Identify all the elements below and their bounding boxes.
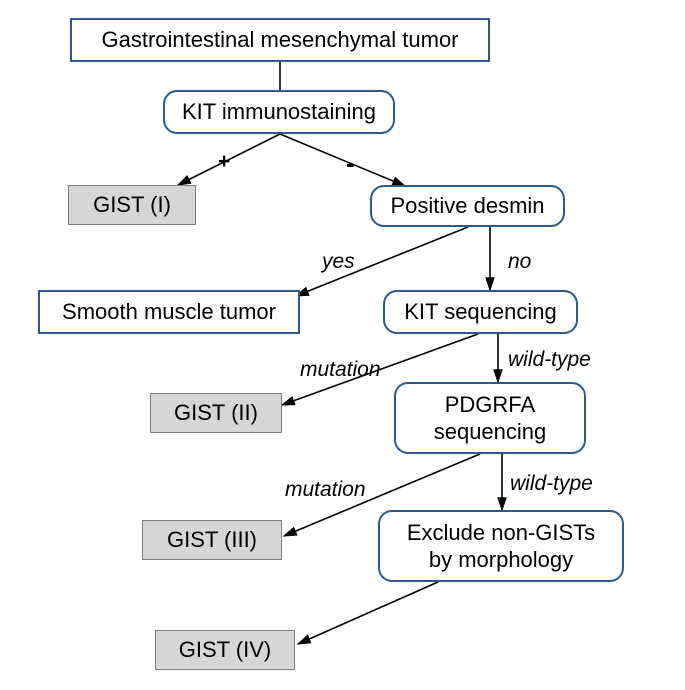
node-kit-sequencing: KIT sequencing: [383, 290, 578, 334]
node-gist-3: GIST (III): [142, 520, 282, 560]
node-positive-desmin: Positive desmin: [370, 185, 565, 227]
edge-label-no: no: [508, 250, 531, 274]
edge-label-plus: +: [218, 150, 230, 174]
node-gist2-label: GIST (II): [174, 399, 258, 427]
node-start-label: Gastrointestinal mesenchymal tumor: [101, 26, 458, 54]
edge-label-minus: -: [346, 148, 355, 179]
node-kit-immunostaining: KIT immunostaining: [163, 90, 395, 134]
node-exclude-non-gist: Exclude non-GISTs by morphology: [378, 510, 624, 582]
node-kit-imm-label: KIT immunostaining: [182, 98, 376, 126]
node-pdgrfa-label: PDGRFA sequencing: [434, 391, 547, 446]
node-smooth-muscle: Smooth muscle tumor: [38, 290, 300, 334]
edge-label-mutation-1: mutation: [300, 358, 381, 382]
node-gist-1: GIST (I): [68, 185, 196, 225]
node-pdgrfa-sequencing: PDGRFA sequencing: [394, 382, 586, 454]
edge-label-yes: yes: [322, 250, 355, 274]
node-gist4-label: GIST (IV): [179, 636, 272, 664]
node-exclude-label: Exclude non-GISTs by morphology: [407, 519, 595, 574]
edge-label-mutation-2: mutation: [285, 478, 366, 502]
node-start: Gastrointestinal mesenchymal tumor: [70, 18, 490, 62]
node-gist-4: GIST (IV): [155, 630, 295, 670]
edge-label-wildtype-1: wild-type: [508, 348, 591, 372]
node-kit-seq-label: KIT sequencing: [404, 298, 556, 326]
node-gist1-label: GIST (I): [93, 191, 171, 219]
edge-label-wildtype-2: wild-type: [510, 472, 593, 496]
node-gist3-label: GIST (III): [167, 526, 257, 554]
node-smt-label: Smooth muscle tumor: [62, 298, 276, 326]
node-gist-2: GIST (II): [150, 393, 282, 433]
node-desmin-label: Positive desmin: [390, 192, 544, 220]
